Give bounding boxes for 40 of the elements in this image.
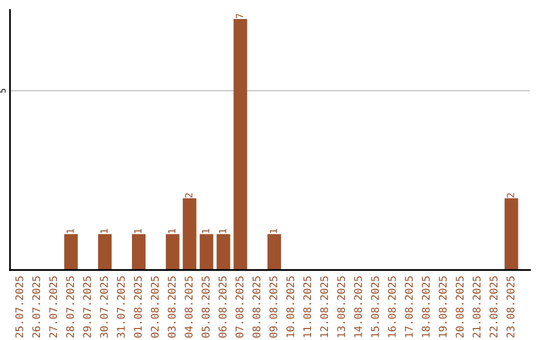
x-tick-label: 31.07.2025 [116,276,125,338]
x-tick-label: 26.07.2025 [32,276,40,338]
x-tick-label: 19.08.2025 [438,276,447,338]
x-tick-label: 12.08.2025 [320,276,328,338]
x-tick-label: 11.08.2025 [303,276,312,338]
x-tick-label: 04.08.2025 [184,276,193,338]
x-tick-label: 07.08.2025 [236,276,244,338]
x-tick-label: 15.08.2025 [371,276,379,338]
x-tick-label: 27.07.2025 [49,276,58,338]
data-label: 1 [219,228,226,233]
x-tick-label: 05.08.2025 [202,276,210,338]
x-tick-label: 30.07.2025 [100,276,108,338]
x-tick-label: 10.08.2025 [286,276,294,338]
x-tick-label: 02.08.2025 [150,276,159,338]
x-tick-label: 14.08.2025 [354,276,362,338]
x-tick-label: 23.08.2025 [506,276,514,338]
data-label: 7 [236,14,244,18]
data-label: 1 [270,228,277,233]
data-label: 1 [134,228,142,233]
x-tick-label: 09.08.2025 [269,276,278,338]
x-tick-label: 29.07.2025 [83,276,91,338]
x-tick-label: 13.08.2025 [337,276,346,338]
x-tick-label: 08.08.2025 [252,276,260,338]
x-tick-label: 25.07.2025 [15,276,24,338]
data-label: 1 [100,228,108,233]
x-tick-label: 20.08.2025 [456,276,464,338]
data-label: 1 [168,228,176,233]
x-tick-label: 06.08.2025 [218,276,226,338]
x-tick-label: 16.08.2025 [388,276,396,338]
data-label: 2 [185,193,192,198]
data-label: 1 [66,228,74,233]
x-tick-label: 21.08.2025 [472,276,481,338]
x-tick-label: 28.07.2025 [66,276,74,338]
x-tick-label: 01.08.2025 [134,276,142,338]
data-label: 1 [202,228,210,233]
x-tick-label: 03.08.2025 [168,276,176,338]
x-tick-label: 18.08.2025 [422,276,430,338]
data-label: 2 [506,193,514,198]
x-tick-label: 17.08.2025 [404,276,413,338]
x-tick-label: 22.08.2025 [490,276,498,338]
